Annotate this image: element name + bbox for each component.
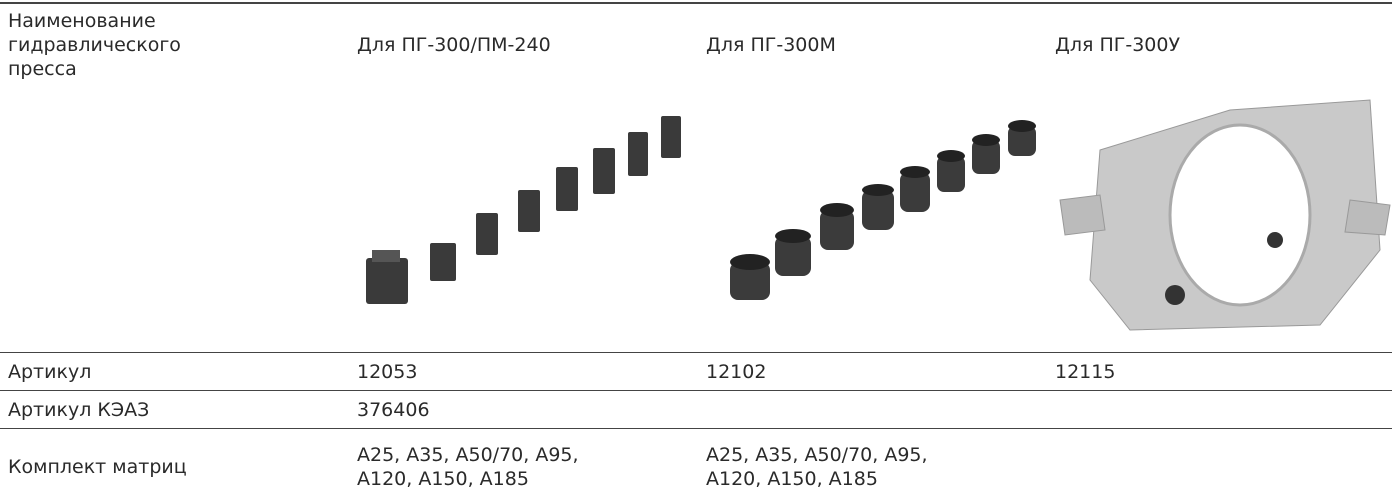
table-row: Комплект матриц А25, А35, А50/70, А95, А… [0,428,1392,504]
round-dies [730,120,1036,300]
cell: А25, А35, А50/70, А95, А120, А150, А185 [357,429,657,504]
product-images [366,99,1391,331]
header-cell: Для ПГ-300У [1055,4,1355,86]
cell-text: А25, А35, А50/70, А95, А120, А150, А185 [706,443,928,490]
cell: Артикул [8,353,308,391]
cell-text: 376406 [357,399,430,421]
cell: 12053 [357,353,657,391]
cell-text: 12053 [357,361,418,383]
square-dies [366,116,681,304]
header-text: Наименование гидравлического пресса [8,10,181,80]
cell: 12102 [706,353,1006,391]
table-row: Артикул КЭАЗ 376406 [0,390,1392,429]
cell: А25, А35, А50/70, А95, А120, А150, А185 [706,429,1006,504]
header-text: Для ПГ-300/ПМ-240 [357,34,551,56]
cell-text: А25, А35, А50/70, А95, А120, А150, А185 [357,443,579,490]
cell: Артикул КЭАЗ [8,391,308,429]
header-row: Наименование гидравлического пресса Для … [0,2,1392,86]
header-cell: Для ПГ-300/ПМ-240 [357,4,657,86]
cell-text: 12102 [706,361,767,383]
cell: 376406 [357,391,657,429]
header-text: Для ПГ-300М [706,34,836,56]
cell: 12115 [1055,353,1355,391]
cell-text: Артикул [8,361,92,383]
holder [1059,99,1391,331]
cell-text: Артикул КЭАЗ [8,399,150,421]
header-text: Для ПГ-300У [1055,34,1181,56]
header-cell: Для ПГ-300М [706,4,1006,86]
cell-text: 12115 [1055,361,1116,383]
cell: Комплект матриц [8,429,308,504]
table-row: Артикул 12053 12102 12115 [0,352,1392,391]
cell-text: Комплект матриц [8,455,187,478]
header-cell: Наименование гидравлического пресса [8,4,308,86]
